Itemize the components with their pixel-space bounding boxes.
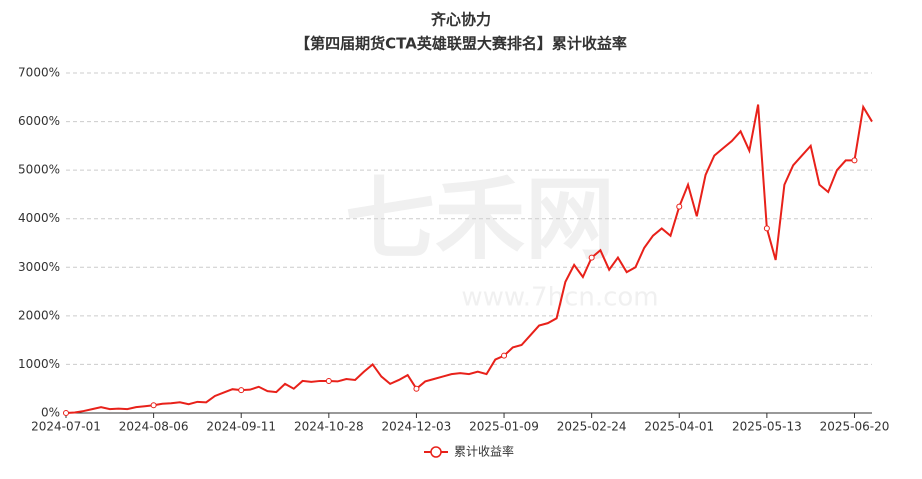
point-marker [325,377,332,384]
y-tick-label: 2000% [18,308,60,322]
point-marker [413,385,420,392]
chart-subtitle: 【第四届期货CTA英雄联盟大赛排名】累计收益率 [295,35,627,53]
x-tick-label: 2025-06-20 [820,420,890,434]
point-marker [238,387,245,394]
y-tick-label: 6000% [18,114,60,128]
x-tick-label: 2024-10-28 [294,420,364,434]
y-tick-label: 5000% [18,163,60,177]
chart-title: 齐心协力 [431,11,491,29]
y-tick-label: 7000% [18,66,60,80]
point-marker [763,225,770,232]
y-tick-label: 3000% [18,260,60,274]
y-tick-label: 0% [41,406,60,420]
x-tick-label: 2025-02-24 [557,420,627,434]
x-tick-label: 2024-08-06 [119,420,189,434]
x-tick-label: 2024-07-01 [31,420,101,434]
legend-label: 累计收益率 [454,444,514,459]
series-line [65,104,873,414]
x-tick-label: 2024-09-11 [206,420,276,434]
point-marker [676,203,683,210]
x-tick-label: 2025-01-09 [469,420,539,434]
y-tick-label: 1000% [18,357,60,371]
point-marker [501,352,508,359]
point-marker [63,410,69,416]
point-marker [588,254,595,261]
legend-marker [430,446,442,458]
point-marker [851,157,858,164]
x-tick-label: 2024-12-03 [382,420,452,434]
x-tick-label: 2025-04-01 [644,420,714,434]
point-marker [150,402,157,409]
watermark: 七禾网 [345,167,615,272]
x-tick-label: 2025-05-13 [732,420,802,434]
y-tick-label: 4000% [18,211,60,225]
